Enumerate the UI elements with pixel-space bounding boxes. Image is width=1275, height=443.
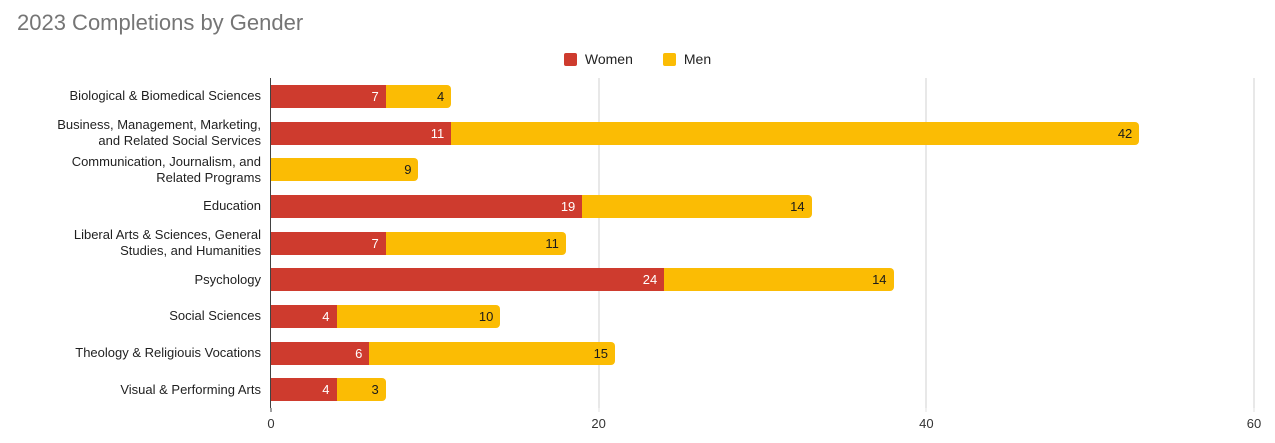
category-label: Social Sciences — [169, 308, 261, 324]
category-label: Business, Management, Marketing, and Rel… — [57, 117, 261, 148]
gridline — [925, 78, 928, 408]
bar-segment-men: 14 — [582, 194, 812, 218]
bar-value-label: 15 — [593, 345, 609, 361]
bar-value-label: 6 — [355, 345, 363, 361]
bar-segment-women: 11 — [271, 121, 452, 145]
bar-value-label: 42 — [1117, 125, 1133, 141]
legend-swatch-icon — [662, 52, 676, 66]
legend-swatch-icon — [563, 52, 577, 66]
bar-segment-men: 9 — [271, 158, 419, 182]
bar-row: Psychology 24 14 — [195, 261, 1254, 298]
legend-label: Men — [683, 51, 712, 67]
bar-value-label: 19 — [560, 198, 576, 214]
category-label: Communication, Journalism, and Related P… — [71, 153, 261, 185]
bar-value-label: 10 — [478, 308, 494, 324]
x-axis-tick-label: 0 — [267, 416, 275, 431]
legend-item-women: Women — [563, 51, 633, 67]
bar-row: Communication, Journalism, and Related P… — [72, 151, 1254, 188]
category-label: Theology & Religiouis Vocations — [75, 345, 261, 361]
gridline — [597, 78, 600, 408]
category-label: Biological & Biomedical Sciences — [69, 88, 261, 104]
bar-segment-men: 3 — [336, 378, 386, 402]
category-label: Education — [203, 198, 261, 214]
bar-rows: Biological & Biomedical Sciences 7 4 Busine… — [57, 78, 1254, 408]
bar-segment-women: 7 — [271, 231, 386, 255]
bar-segment-women: 24 — [271, 268, 665, 292]
bar-row: Theology & Religiouis Vocations 6 15 — [75, 335, 1254, 372]
bar-segment-women: 7 — [271, 84, 386, 108]
bar-segment-women: 19 — [271, 194, 583, 218]
bar-value-label: 4 — [322, 382, 330, 398]
bar-value-label: 11 — [545, 235, 559, 251]
x-axis-tick-label: 40 — [919, 416, 934, 431]
bar-value-label: 11 — [430, 125, 445, 141]
bar-row: Education 19 14 — [203, 188, 1254, 225]
category-label: Liberal Arts & Sciences, General Studies… — [73, 227, 261, 259]
bar-value-label: 24 — [642, 272, 658, 288]
x-axis-tick — [925, 408, 927, 412]
bar-row: Visual & Performing Arts 4 3 — [120, 371, 1254, 408]
x-axis-tick — [270, 408, 272, 412]
category-label: Visual & Performing Arts — [120, 381, 261, 397]
x-axis-tick-label: 20 — [591, 416, 606, 431]
gridline — [1253, 78, 1255, 408]
bar-value-label: 4 — [322, 308, 330, 324]
x-axis-tick-label: 60 — [1246, 416, 1262, 431]
bar-row: Biological & Biomedical Sciences 7 4 — [70, 78, 1254, 115]
bar-value-label: 9 — [404, 162, 412, 178]
bar-segment-men: 42 — [451, 121, 1140, 145]
bar-value-label: 4 — [436, 88, 445, 104]
bar-segment-men: 15 — [369, 341, 616, 365]
legend-label: Women — [584, 51, 633, 67]
bar-value-label: 7 — [371, 235, 379, 251]
category-label: Psychology — [194, 271, 261, 287]
legend: Women Men — [0, 51, 1275, 67]
bar-segment-men: 14 — [664, 268, 894, 292]
bar-segment-men: 4 — [385, 84, 452, 108]
legend-item-men: Men — [662, 51, 712, 67]
bar-value-label: 14 — [790, 198, 805, 214]
bar-row: Liberal Arts & Sciences, General Studies… — [74, 225, 1254, 262]
bar-segment-men: 11 — [385, 231, 566, 255]
bar-row: Business, Management, Marketing, and Rel… — [57, 115, 1254, 152]
chart-title: 2023 Completions by Gender — [17, 10, 304, 35]
bar-value-label: 7 — [371, 88, 379, 104]
bar-value-label: 3 — [371, 382, 379, 398]
bar-segment-women: 4 — [271, 378, 337, 402]
bar-row: Social Sciences 4 10 — [169, 298, 1254, 335]
x-axis-tick — [1253, 408, 1255, 412]
bar-segment-men: 10 — [336, 304, 501, 328]
bar-segment-women: 4 — [271, 304, 337, 328]
x-axis-tick — [598, 408, 600, 412]
bar-segment-women: 6 — [271, 341, 370, 365]
plot-area: Biological & Biomedical Sciences 7 4 Busine… — [57, 78, 1261, 431]
bar-value-label: 14 — [872, 272, 887, 288]
